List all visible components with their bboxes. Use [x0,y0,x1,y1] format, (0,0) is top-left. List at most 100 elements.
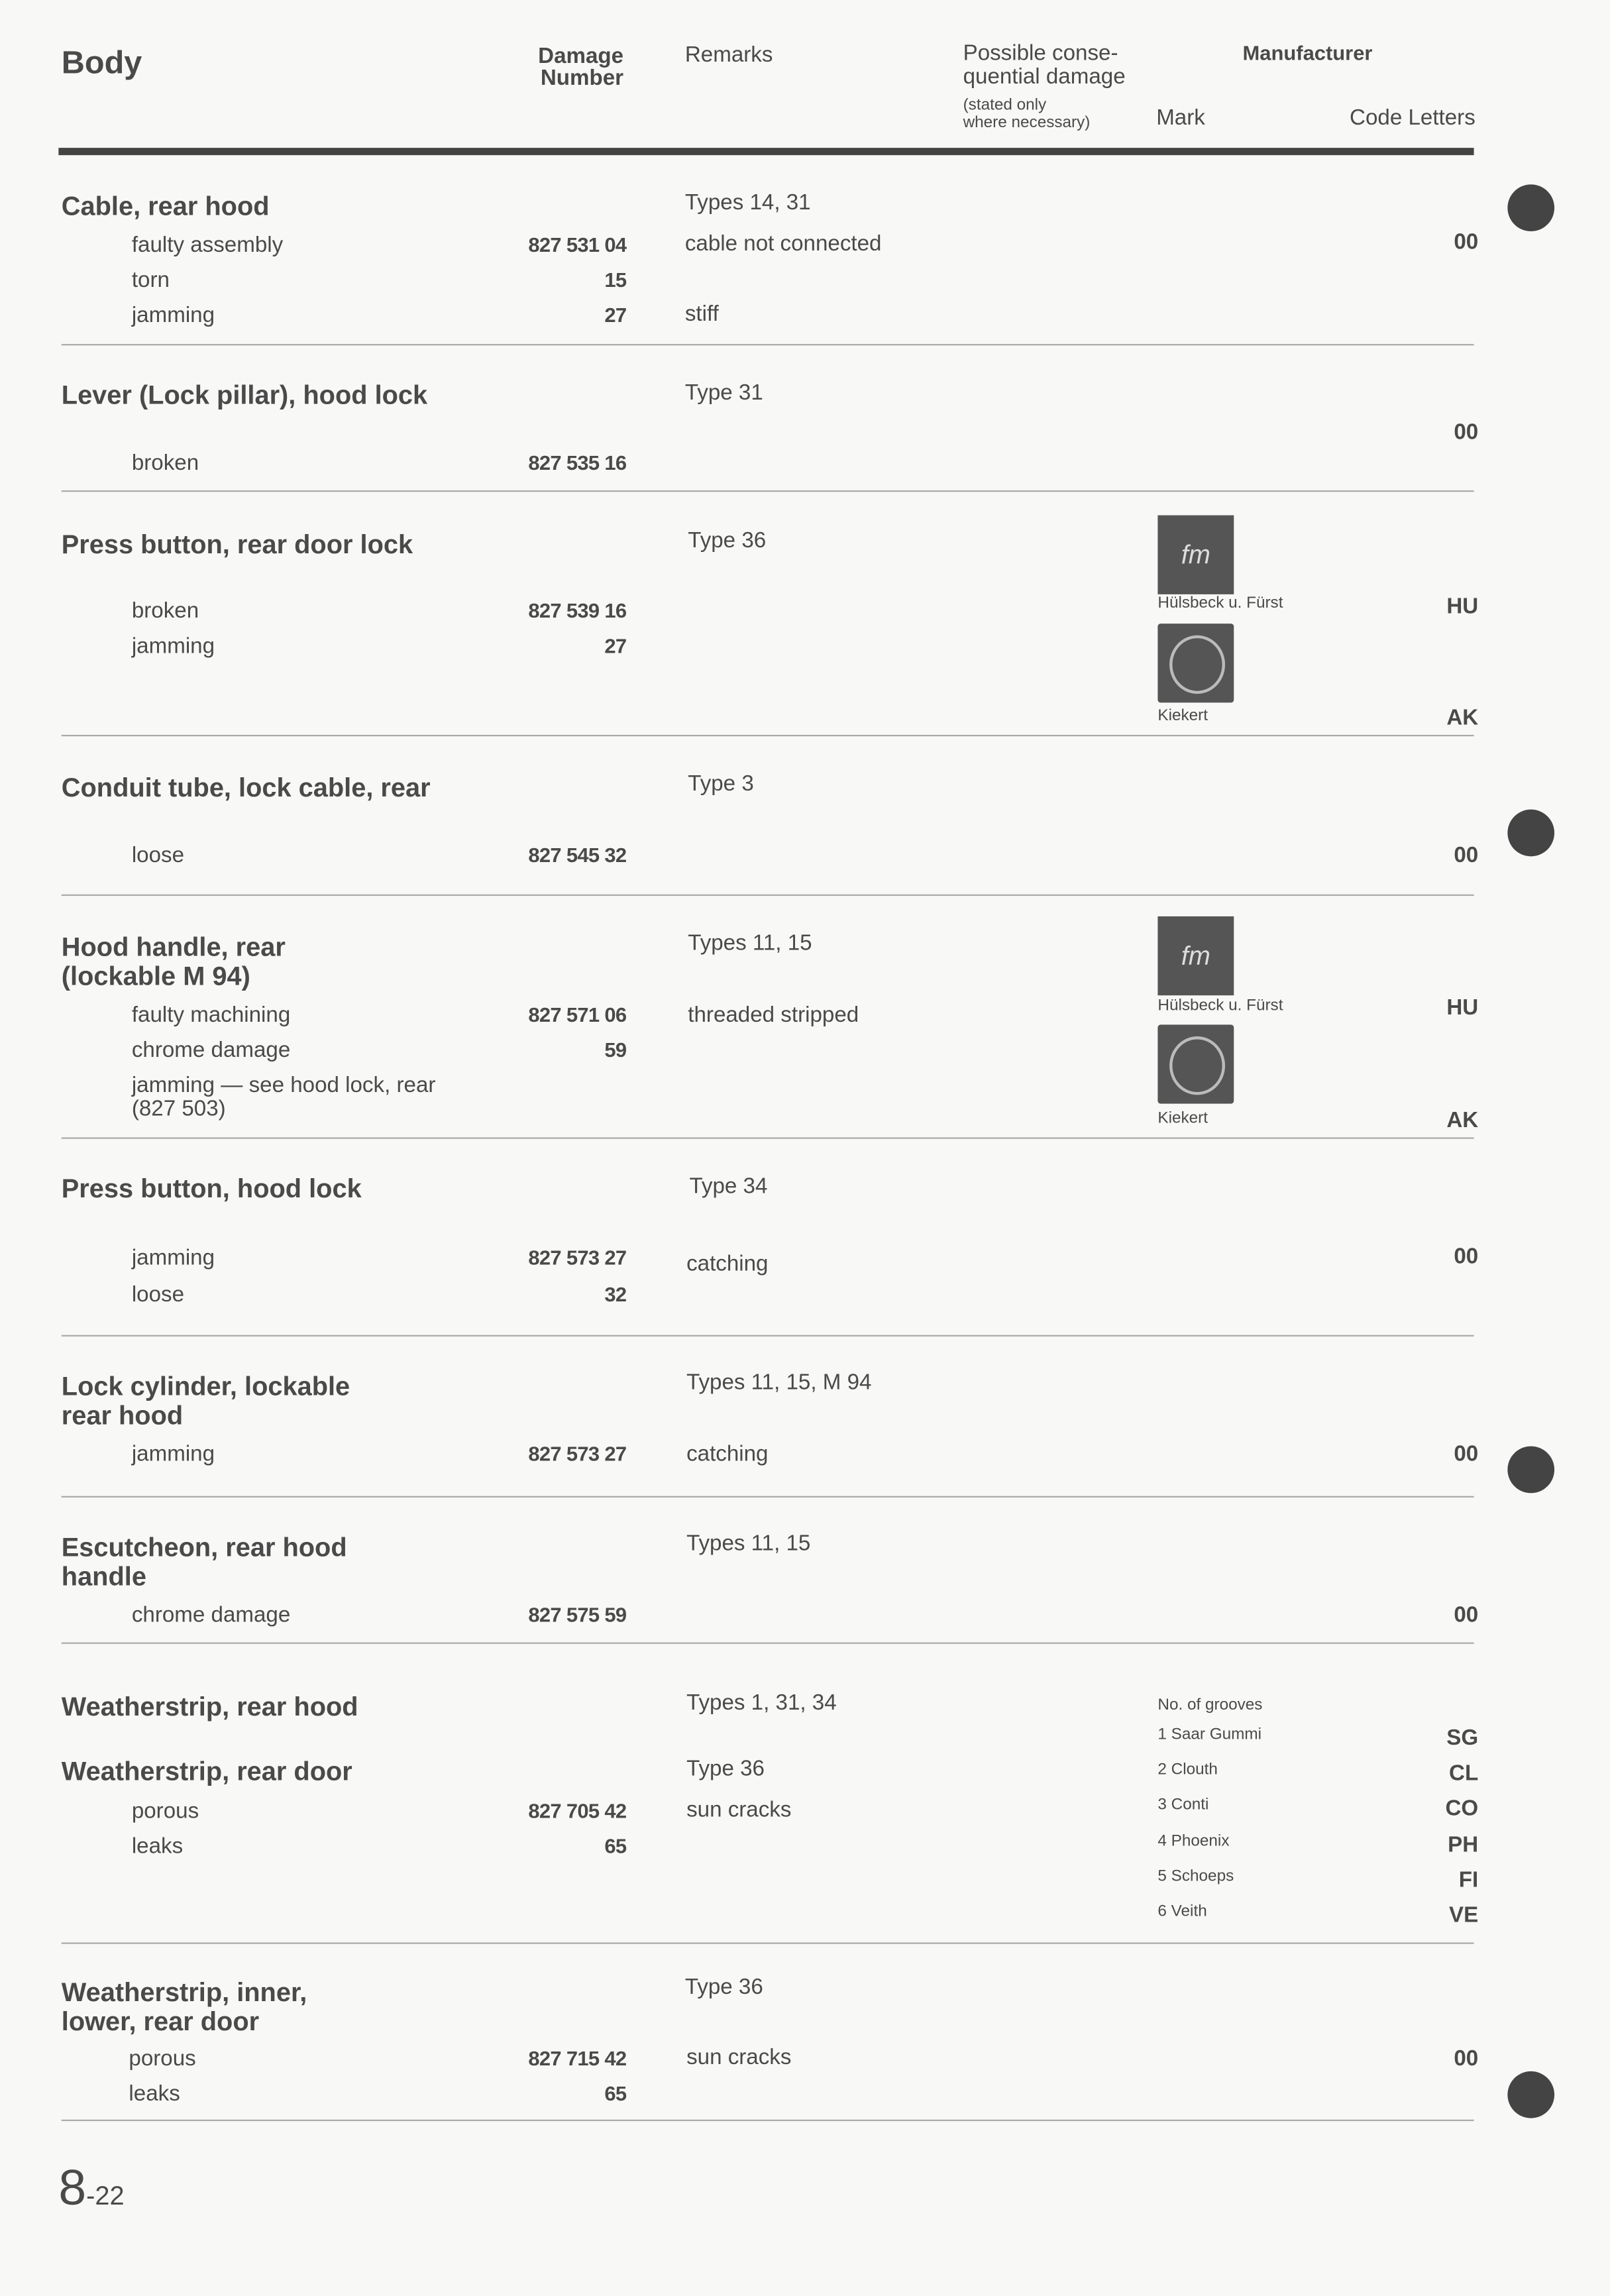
punch-hole [1507,809,1555,857]
groove-manufacturer: 2 Clouth [1157,1761,1218,1779]
title-line: (lockable M 94) [61,961,250,991]
label-line: (827 503) [131,1096,226,1122]
code-letters: 00 [1454,1244,1479,1270]
title-line: Weatherstrip, inner, [61,1977,307,2007]
divider [61,2119,1474,2121]
damage-number: 27 [604,303,627,327]
divider [61,734,1474,737]
hülsbeck-fürst-logo: fm [1157,916,1234,996]
damage-label: leaks [129,2081,180,2106]
groove-manufacturer: 6 Veith [1157,1902,1207,1921]
title-line: rear hood [61,1401,184,1431]
code-letters: 00 [1454,843,1479,868]
code-letters: 00 [1454,229,1479,255]
part-types: Type 36 [686,1756,765,1782]
damage-remark: catching [686,1441,769,1467]
code-letters: CO [1445,1796,1479,1822]
part-title: Lever (Lock pillar), hood lock [61,380,428,410]
groove-manufacturer: 4 Phoenix [1157,1832,1230,1851]
header-line: quential damage [963,64,1126,89]
part-title: Lock cylinder, lockable rear hood [62,1372,350,1430]
hülsbeck-fürst-logo: fm [1157,515,1234,594]
manufacturer-mark: Kiekert [1157,706,1208,725]
groove-manufacturer: 5 Schoeps [1157,1867,1234,1886]
header-line: Damage [538,44,624,69]
divider [61,894,1474,896]
part-title: Weatherstrip, rear hood [61,1692,358,1722]
part-title: Weatherstrip, inner, lower, rear door [62,1977,307,2036]
damage-label: porous [131,1798,199,1824]
damage-number: 827 571 06 [528,1003,627,1026]
groove-manufacturer: 1 Saar Gummi [1157,1725,1262,1744]
code-letters: HU [1446,594,1479,620]
damage-number: 27 [604,633,627,657]
damage-number-header: Damage Number [538,45,623,89]
damage-remark: sun cracks [686,2045,792,2070]
code-letters: 00 [1454,1441,1479,1467]
page-suffix: -22 [86,2181,125,2211]
kiekert-logo [1157,1024,1234,1104]
damage-number: 65 [604,2081,627,2105]
damage-number: 827 539 16 [528,598,627,622]
code-letters: 00 [1454,2046,1479,2071]
damage-number: 65 [604,1834,627,1858]
damage-number: 827 545 32 [528,843,627,867]
part-types: Type 34 [689,1174,768,1199]
kiekert-logo [1157,624,1234,703]
damage-remark: stiff [684,301,719,327]
title-line: Hood handle, rear [61,932,286,962]
page-number: 8-22 [58,2161,124,2218]
damage-label: porous [129,2046,196,2071]
damage-label: jamming — see hood lock, rear (827 503) [131,1073,436,1122]
part-title: Press button, rear door lock [61,529,413,559]
manufacturer-header: Manufacturer [1242,40,1373,65]
damage-label: jamming [131,303,215,328]
title-line: Lock cylinder, lockable [61,1371,350,1401]
damage-remark: sun cracks [686,1797,792,1823]
code-letters: 00 [1454,1602,1479,1628]
damage-number: 827 573 27 [528,1441,627,1466]
damage-remark: catching [686,1251,769,1277]
code-letters: VE [1448,1902,1479,1928]
damage-number: 827 535 16 [528,451,627,474]
punch-hole [1507,184,1555,232]
header-line: where necessary) [963,114,1091,132]
divider [61,344,1474,346]
part-title: Hood handle, rear (lockable M 94) [62,932,286,991]
part-types: Types 11, 15 [688,930,812,956]
part-title: Escutcheon, rear hood handle [62,1533,347,1591]
divider [61,1137,1474,1139]
damage-label: jamming [131,633,215,659]
manufacturer-mark: Hülsbeck u. Fürst [1157,594,1283,612]
damage-label: chrome damage [131,1038,291,1063]
damage-label: faulty machining [131,1003,291,1028]
part-title: Press button, hood lock [61,1174,362,1203]
consequential-note: (stated only where necessary) [963,97,1091,132]
part-types: Type 3 [688,771,754,796]
title-line: Escutcheon, rear hood [61,1532,347,1562]
groove-manufacturer: 3 Conti [1157,1796,1209,1814]
part-types: Types 1, 31, 34 [686,1690,837,1716]
damage-label: loose [131,843,185,868]
damage-label: jamming [131,1441,215,1467]
header-line: Possible conse- [963,40,1118,66]
header-line: (stated only [963,96,1047,115]
punch-hole [1507,2071,1555,2118]
part-types: Types 11, 15 [686,1531,811,1557]
mark-header: Mark [1156,105,1205,131]
divider [61,1642,1474,1644]
damage-label: chrome damage [131,1602,291,1628]
damage-label: loose [131,1282,185,1307]
manufacturer-mark: Kiekert [1157,1109,1208,1128]
part-types: Type 36 [684,1975,763,2000]
grooves-label: No. of grooves [1157,1696,1263,1714]
title-line: lower, rear door [61,2006,260,2036]
part-types: Type 36 [688,528,767,554]
divider [61,1496,1474,1498]
damage-label: torn [131,268,170,293]
code-letters: PH [1448,1832,1479,1858]
divider [61,490,1474,492]
code-letters-header: Code Letters [1350,105,1476,131]
code-letters: CL [1449,1761,1479,1786]
consequential-header: Possible conse-quential damage [963,42,1126,89]
